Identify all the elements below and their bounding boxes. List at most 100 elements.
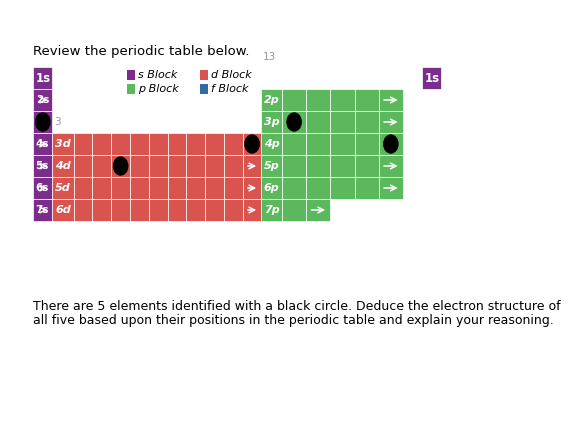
- Text: 6d: 6d: [55, 205, 71, 215]
- Text: all five based upon their positions in the periodic table and explain your reaso: all five based upon their positions in t…: [33, 314, 554, 327]
- FancyBboxPatch shape: [378, 89, 403, 111]
- FancyBboxPatch shape: [33, 111, 52, 133]
- FancyBboxPatch shape: [282, 89, 306, 111]
- Text: 5s: 5s: [36, 161, 49, 171]
- FancyBboxPatch shape: [331, 155, 355, 177]
- Text: 4p: 4p: [264, 139, 280, 149]
- FancyBboxPatch shape: [331, 89, 355, 111]
- FancyBboxPatch shape: [52, 177, 74, 199]
- FancyBboxPatch shape: [205, 199, 224, 221]
- FancyBboxPatch shape: [282, 177, 306, 199]
- FancyBboxPatch shape: [224, 155, 243, 177]
- FancyBboxPatch shape: [331, 111, 355, 133]
- FancyBboxPatch shape: [149, 177, 168, 199]
- FancyBboxPatch shape: [186, 133, 205, 155]
- FancyBboxPatch shape: [262, 111, 282, 133]
- FancyBboxPatch shape: [33, 89, 52, 111]
- Text: There are 5 elements identified with a black circle. Deduce the electron structu: There are 5 elements identified with a b…: [33, 300, 561, 313]
- Text: 1s: 1s: [35, 71, 50, 85]
- FancyBboxPatch shape: [130, 133, 149, 155]
- FancyBboxPatch shape: [111, 199, 130, 221]
- FancyBboxPatch shape: [422, 67, 441, 89]
- Text: s Block: s Block: [138, 70, 177, 80]
- FancyBboxPatch shape: [186, 199, 205, 221]
- FancyBboxPatch shape: [282, 111, 306, 133]
- FancyBboxPatch shape: [378, 111, 403, 133]
- FancyBboxPatch shape: [262, 199, 282, 221]
- FancyBboxPatch shape: [355, 111, 378, 133]
- Circle shape: [245, 135, 259, 153]
- FancyBboxPatch shape: [355, 177, 378, 199]
- FancyBboxPatch shape: [92, 199, 111, 221]
- Text: 3p: 3p: [264, 117, 280, 127]
- FancyBboxPatch shape: [243, 199, 262, 221]
- FancyBboxPatch shape: [168, 133, 186, 155]
- FancyBboxPatch shape: [127, 70, 136, 80]
- FancyBboxPatch shape: [224, 133, 243, 155]
- FancyBboxPatch shape: [149, 133, 168, 155]
- Text: 4d: 4d: [55, 161, 71, 171]
- FancyBboxPatch shape: [200, 70, 209, 80]
- FancyBboxPatch shape: [306, 199, 331, 221]
- FancyBboxPatch shape: [33, 199, 52, 221]
- FancyBboxPatch shape: [262, 155, 282, 177]
- Text: 7s: 7s: [36, 205, 49, 215]
- Text: 6s: 6s: [36, 183, 49, 193]
- Circle shape: [36, 113, 50, 131]
- FancyBboxPatch shape: [306, 155, 331, 177]
- FancyBboxPatch shape: [378, 177, 403, 199]
- FancyBboxPatch shape: [33, 133, 52, 155]
- Text: 4s: 4s: [36, 139, 49, 149]
- FancyBboxPatch shape: [355, 155, 378, 177]
- Text: 5d: 5d: [55, 183, 71, 193]
- Circle shape: [113, 157, 128, 175]
- FancyBboxPatch shape: [33, 155, 52, 177]
- FancyBboxPatch shape: [168, 177, 186, 199]
- FancyBboxPatch shape: [111, 177, 130, 199]
- FancyBboxPatch shape: [111, 133, 130, 155]
- FancyBboxPatch shape: [130, 199, 149, 221]
- FancyBboxPatch shape: [224, 177, 243, 199]
- FancyBboxPatch shape: [306, 111, 331, 133]
- FancyBboxPatch shape: [243, 177, 262, 199]
- Text: 5p: 5p: [264, 161, 280, 171]
- FancyBboxPatch shape: [33, 177, 52, 199]
- FancyBboxPatch shape: [74, 155, 92, 177]
- FancyBboxPatch shape: [306, 133, 331, 155]
- FancyBboxPatch shape: [355, 89, 378, 111]
- FancyBboxPatch shape: [306, 89, 331, 111]
- Circle shape: [287, 113, 302, 131]
- Text: p Block: p Block: [138, 84, 178, 94]
- FancyBboxPatch shape: [306, 177, 331, 199]
- FancyBboxPatch shape: [92, 133, 111, 155]
- Circle shape: [384, 135, 398, 153]
- FancyBboxPatch shape: [243, 155, 262, 177]
- FancyBboxPatch shape: [92, 155, 111, 177]
- FancyBboxPatch shape: [74, 177, 92, 199]
- FancyBboxPatch shape: [52, 155, 74, 177]
- FancyBboxPatch shape: [331, 133, 355, 155]
- Text: 6p: 6p: [264, 183, 280, 193]
- FancyBboxPatch shape: [92, 177, 111, 199]
- FancyBboxPatch shape: [52, 133, 74, 155]
- FancyBboxPatch shape: [205, 133, 224, 155]
- FancyBboxPatch shape: [378, 133, 403, 155]
- Text: Review the periodic table below.: Review the periodic table below.: [33, 45, 250, 58]
- FancyBboxPatch shape: [200, 84, 209, 94]
- FancyBboxPatch shape: [149, 199, 168, 221]
- FancyBboxPatch shape: [282, 199, 306, 221]
- Text: 2s: 2s: [36, 95, 49, 105]
- FancyBboxPatch shape: [149, 155, 168, 177]
- FancyBboxPatch shape: [282, 155, 306, 177]
- Text: 3d: 3d: [55, 139, 71, 149]
- FancyBboxPatch shape: [262, 89, 282, 111]
- FancyBboxPatch shape: [262, 177, 282, 199]
- FancyBboxPatch shape: [262, 133, 282, 155]
- FancyBboxPatch shape: [127, 84, 136, 94]
- Text: 7p: 7p: [264, 205, 280, 215]
- FancyBboxPatch shape: [331, 177, 355, 199]
- FancyBboxPatch shape: [168, 199, 186, 221]
- FancyBboxPatch shape: [243, 133, 262, 155]
- FancyBboxPatch shape: [186, 155, 205, 177]
- FancyBboxPatch shape: [186, 177, 205, 199]
